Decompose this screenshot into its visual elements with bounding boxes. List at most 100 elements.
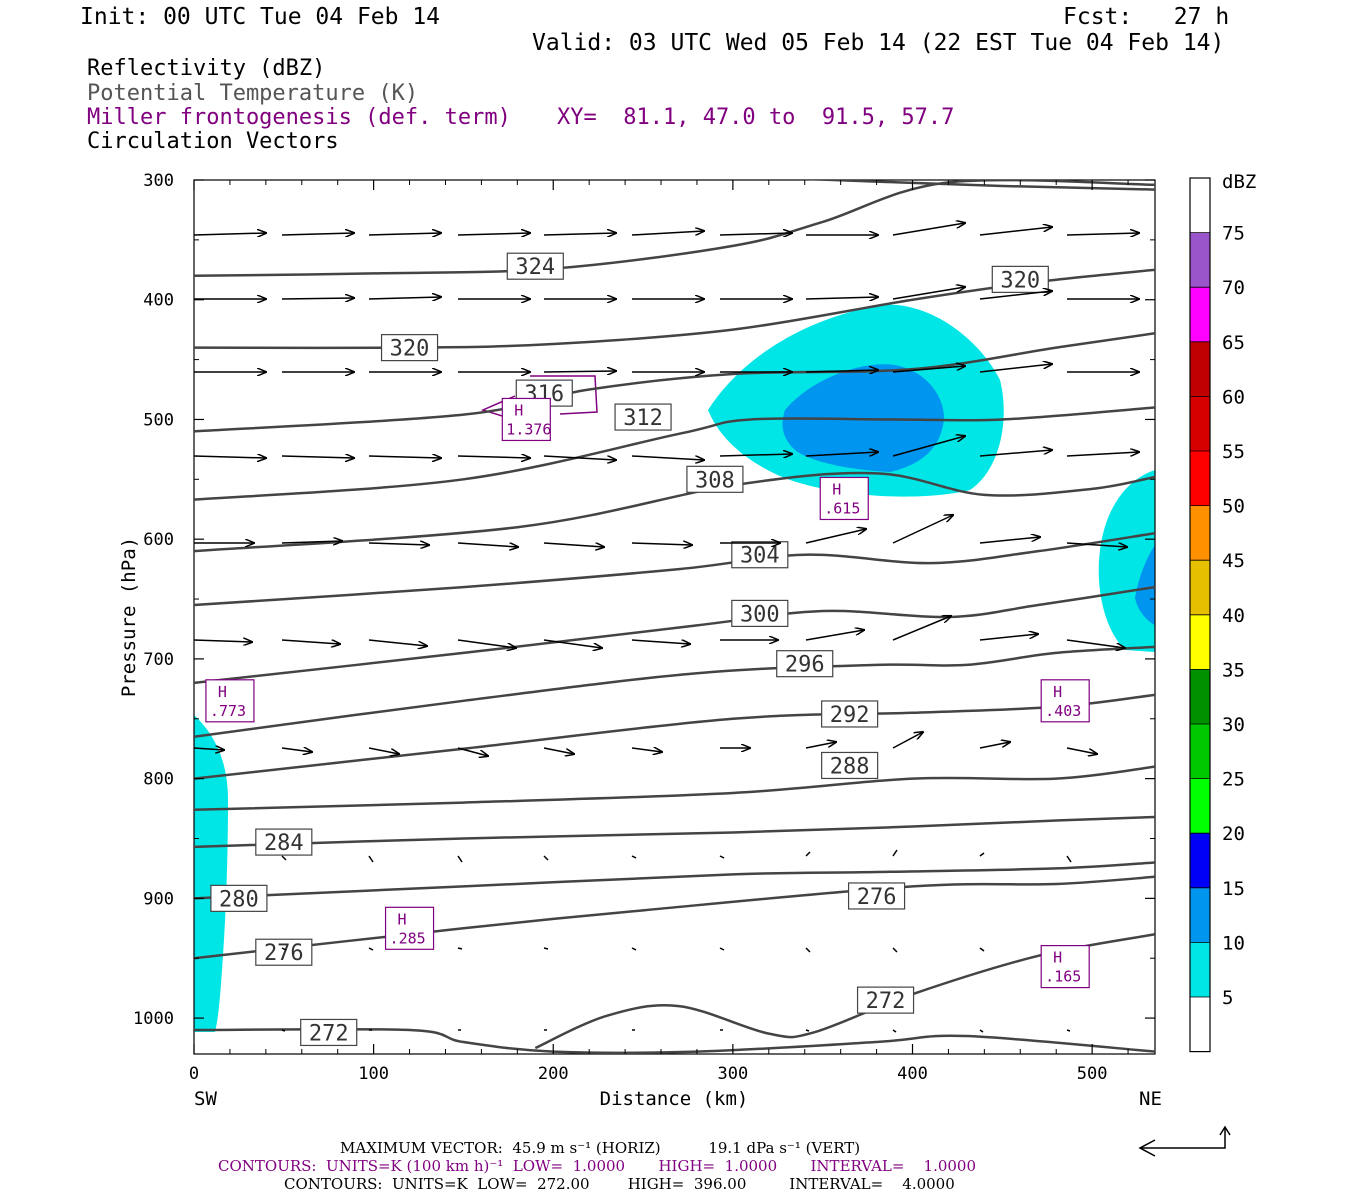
x-tick-label: 500	[1077, 1064, 1108, 1084]
circulation-vector	[281, 639, 340, 644]
circulation-vector	[457, 456, 530, 458]
circulation-vector	[805, 947, 811, 953]
y-tick-label: 500	[143, 410, 174, 430]
circulation-vector	[805, 851, 811, 857]
circulation-vector	[979, 450, 1052, 457]
frontogenesis-high-box	[1040, 944, 1090, 989]
circulation-vector	[805, 297, 878, 299]
theta-label-box	[614, 403, 672, 431]
frontogenesis-high-letter: H	[514, 401, 523, 419]
circulation-vector	[892, 616, 951, 641]
colorbar: 5 10 15 20 25 30 35 40 45 50 55 60 65 70 75	[1189, 177, 1245, 1053]
circulation-vector	[368, 456, 441, 458]
theta-contour-316	[194, 332, 1155, 433]
circulation-vector	[805, 630, 864, 641]
circulation-vector	[1066, 747, 1097, 754]
circulation-vector	[543, 455, 616, 460]
circulation-vector	[805, 1029, 810, 1032]
circulation-vector	[979, 1029, 984, 1033]
colorbar-segment	[1190, 997, 1210, 1052]
colorbar-segment	[1190, 505, 1210, 561]
colorbar-level-label: 30	[1222, 714, 1245, 736]
theta-label-box	[776, 650, 834, 678]
circulation-vector	[892, 287, 965, 300]
colorbar-segment	[1190, 614, 1210, 670]
theta-contour-300	[194, 585, 1155, 685]
frontogenesis-high-value: .615	[824, 499, 860, 517]
theta-contour-label: 280	[219, 887, 259, 912]
circulation-vector	[281, 298, 354, 299]
colorbar-segment	[1190, 287, 1210, 342]
x-axis-right-end-label: NE	[1139, 1088, 1162, 1110]
frontogenesis-high-value: .773	[210, 702, 246, 720]
y-axis-title: Pressure (hPa)	[118, 537, 140, 697]
colorbar-level-label: 60	[1222, 386, 1245, 408]
circulation-vector	[368, 747, 399, 754]
theta-contour-label: 284	[264, 831, 304, 856]
circulation-vector	[892, 436, 965, 457]
colorbar-level-label: 50	[1222, 496, 1245, 518]
circulation-vector	[631, 455, 704, 460]
theta-contour-324	[194, 180, 1155, 278]
theta-contour-label: 296	[785, 653, 825, 678]
field-potential-temperature: Potential Temperature (K)	[87, 81, 419, 106]
theta-contour-320	[799, 180, 1155, 191]
circulation-vector	[979, 947, 985, 952]
theta-label-box	[821, 751, 879, 780]
circulation-vector	[892, 947, 898, 953]
contours-theta-info: CONTOURS: UNITS=K LOW= 272.00 HIGH= 396.…	[284, 1175, 955, 1193]
circulation-vector	[1066, 1029, 1071, 1032]
circulation-vector	[368, 855, 374, 863]
frontogenesis-high-value: .165	[1045, 968, 1081, 986]
circulation-vector	[979, 227, 1052, 236]
circulation-vector	[543, 233, 616, 235]
frontogenesis-high-letter: H	[1053, 683, 1062, 701]
colorbar-level-label: 35	[1222, 659, 1245, 681]
x-tick-label: 100	[358, 1064, 389, 1084]
theta-contour-276	[194, 875, 1155, 960]
frontogenesis-high-value: .403	[1045, 702, 1081, 720]
y-tick-label: 400	[143, 291, 174, 311]
x-axis-title: Distance (km)	[600, 1088, 749, 1110]
theta-label-box	[686, 465, 744, 493]
y-tick-label: 600	[143, 530, 174, 550]
theta-contour-284	[194, 815, 1155, 849]
frontogenesis-high-box	[384, 906, 435, 950]
valid-time: Valid: 03 UTC Wed 05 Feb 14 (22 EST Tue …	[532, 30, 1225, 56]
circulation-vector	[979, 742, 1010, 749]
y-tick-label: 800	[143, 770, 174, 790]
circulation-vector	[281, 1029, 286, 1032]
theta-contour-label: 320	[390, 337, 430, 362]
colorbar-segment	[1190, 451, 1210, 506]
colorbar-segment	[1190, 560, 1210, 615]
circulation-vector	[457, 233, 530, 235]
y-tick-label: 300	[143, 171, 174, 191]
reflectivity-area-right-blue	[1135, 545, 1155, 625]
x-tick-label: 400	[897, 1064, 928, 1084]
circulation-vector	[368, 297, 441, 299]
y-tick-label: 1000	[133, 1009, 174, 1029]
y-tick-label: 900	[143, 889, 174, 909]
colorbar-level-label: 15	[1222, 878, 1245, 900]
x-tick-label: 300	[718, 1064, 749, 1084]
x-axis-left-end-label: SW	[194, 1088, 217, 1110]
colorbar-segment	[1190, 833, 1210, 888]
circulation-vector	[281, 947, 287, 951]
frontogenesis-high-letter: H	[1053, 949, 1062, 967]
colorbar-segment	[1190, 341, 1210, 397]
colorbar-segment	[1190, 942, 1210, 997]
circulation-vector	[1066, 855, 1072, 863]
theta-contour-label: 288	[830, 754, 870, 779]
theta-contour-label: 320	[1000, 268, 1040, 293]
theta-label-box	[255, 938, 313, 966]
circulation-vector	[805, 742, 836, 749]
colorbar-level-label: 5	[1222, 987, 1233, 1009]
circulation-vector	[631, 947, 637, 951]
theta-contour-label: 276	[857, 885, 897, 910]
theta-label-box	[380, 334, 439, 362]
x-tick-label: 0	[189, 1064, 199, 1084]
theta-label-box	[300, 1018, 358, 1047]
theta-label-box	[506, 252, 564, 280]
